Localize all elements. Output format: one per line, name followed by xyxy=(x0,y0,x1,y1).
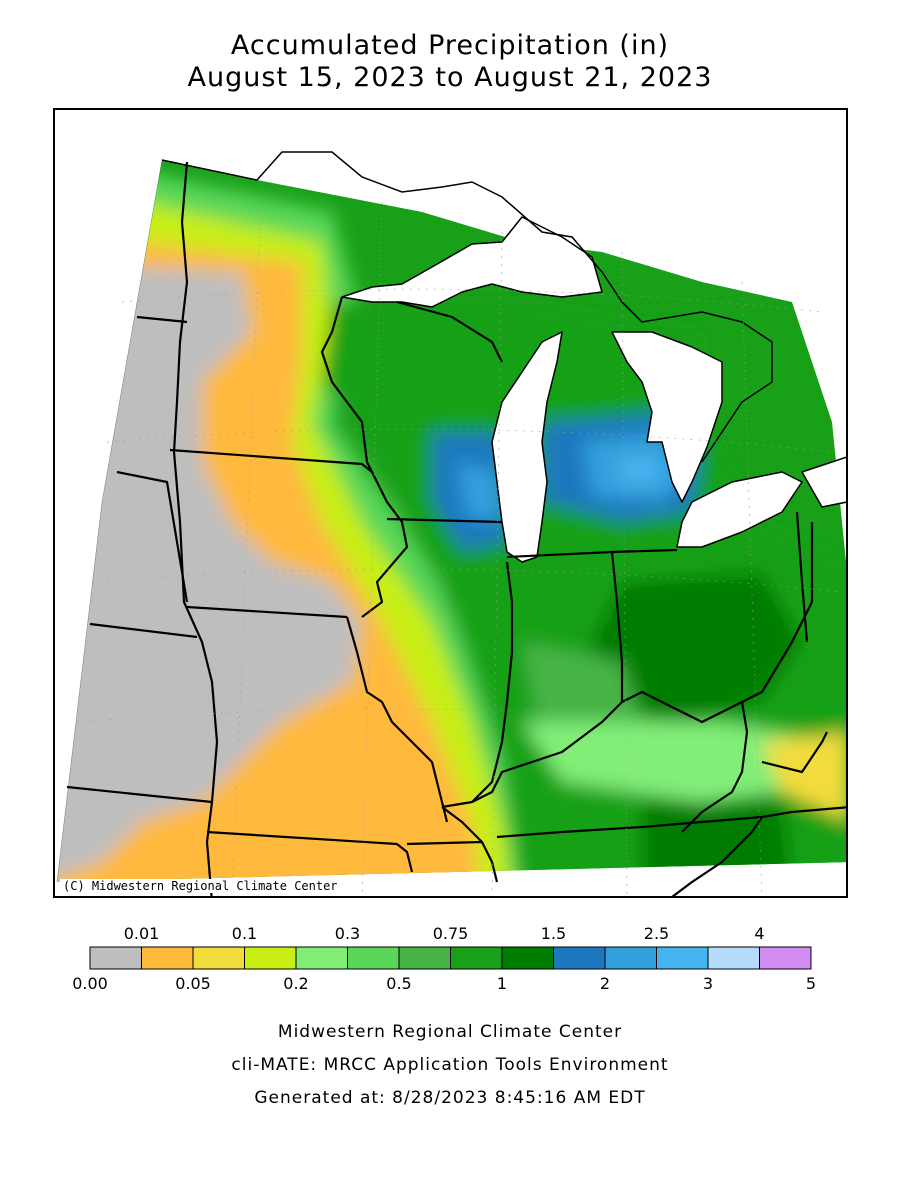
legend-upper-label: 2.5 xyxy=(644,924,669,943)
state-boundaries xyxy=(66,161,846,896)
footer-tool: cli-MATE: MRCC Application Tools Environ… xyxy=(231,1055,669,1075)
legend-upper-label: 0.01 xyxy=(124,924,160,943)
legend-upper-label: 0.75 xyxy=(433,924,469,943)
legend-lower-label: 0.2 xyxy=(283,974,308,993)
legend-upper-label: 0.1 xyxy=(232,924,257,943)
legend-bin xyxy=(141,946,194,970)
legend-lower-label: 5 xyxy=(806,974,816,993)
legend-lower-label: 0.5 xyxy=(386,974,411,993)
graticule xyxy=(76,171,846,896)
legend-bin xyxy=(656,946,709,970)
legend-bin xyxy=(707,946,760,970)
legend-bin xyxy=(347,946,400,970)
map-title-line1: Accumulated Precipitation (in) xyxy=(230,30,670,61)
legend-bin xyxy=(89,946,142,970)
map-title-line2: August 15, 2023 to August 21, 2023 xyxy=(187,62,713,93)
precipitation-map: (C) Midwestern Regional Climate Center xyxy=(53,108,848,898)
legend-lower-label: 0.00 xyxy=(72,974,108,993)
footer-timestamp: Generated at: 8/28/2023 8:45:16 AM EDT xyxy=(254,1088,646,1108)
legend-upper-label: 4 xyxy=(754,924,764,943)
legend-bin xyxy=(604,946,657,970)
legend-lower-label: 3 xyxy=(703,974,713,993)
color-legend: 0.01 0.1 0.3 0.75 1.5 2.5 4 0.00 0.05 0.2 0.5 1 2 3 5 xyxy=(72,924,816,993)
legend-bin xyxy=(759,946,812,970)
legend-bin xyxy=(192,946,245,970)
legend-bin xyxy=(501,946,554,970)
legend-bin xyxy=(244,946,297,970)
legend-bin xyxy=(450,946,503,970)
legend-lower-label: 0.05 xyxy=(175,974,211,993)
legend-upper-label: 1.5 xyxy=(541,924,566,943)
great-lakes xyxy=(341,216,846,563)
footer-institution: Midwestern Regional Climate Center xyxy=(277,1022,623,1042)
legend-lower-label: 1 xyxy=(497,974,507,993)
copyright-label: (C) Midwestern Regional Climate Center xyxy=(60,879,341,893)
legend-lower-label: 2 xyxy=(600,974,610,993)
legend-upper-label: 0.3 xyxy=(335,924,360,943)
canada-shoreline xyxy=(161,151,773,463)
legend-bin xyxy=(398,946,451,970)
legend-bin xyxy=(295,946,348,970)
legend-bin xyxy=(553,946,606,970)
